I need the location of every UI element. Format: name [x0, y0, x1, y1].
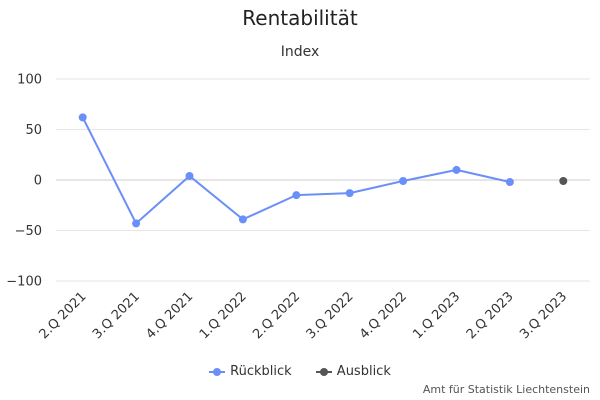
legend-item-rueckblick[interactable]: Rückblick: [209, 364, 292, 379]
legend-label-ausblick: Ausblick: [336, 364, 391, 379]
y-tick-label: 100: [17, 73, 42, 88]
data-point[interactable]: [345, 189, 354, 198]
data-point[interactable]: [185, 171, 194, 180]
series-rueckblick: [78, 113, 514, 228]
data-point[interactable]: [399, 177, 408, 186]
series-ausblick: [559, 177, 568, 186]
series-layer: [78, 113, 568, 228]
x-tick-label: 4.Q 2022: [357, 289, 410, 342]
series-line: [81, 116, 511, 225]
x-tick-label: 3.Q 2022: [304, 289, 357, 342]
chart-subtitle: Index: [280, 44, 320, 60]
legend: Rückblick Ausblick: [0, 364, 600, 382]
data-point[interactable]: [452, 165, 461, 174]
x-tick-label: 2.Q 2022: [250, 289, 303, 342]
legend-swatch-rueckblick: [209, 366, 226, 378]
y-tick-label: −50: [15, 224, 42, 239]
data-point[interactable]: [559, 177, 568, 186]
x-tick-label: 2.Q 2023: [464, 289, 517, 342]
x-tick-label: 1.Q 2023: [410, 289, 463, 342]
data-point[interactable]: [505, 178, 514, 187]
y-axis-tick-labels: 100 50 0 −50 −100: [6, 73, 42, 290]
x-axis-tick-labels: 2.Q 2021 3.Q 2021 4.Q 2021 1.Q 2022 2.Q 2022…: [37, 289, 571, 342]
x-tick-label: 1.Q 2022: [197, 289, 250, 342]
y-tick-label: 50: [25, 123, 42, 138]
x-tick-label: 3.Q 2021: [90, 289, 143, 342]
credits[interactable]: Amt für Statistik Liechtenstein: [422, 383, 590, 396]
data-point[interactable]: [238, 215, 247, 224]
legend-item-ausblick[interactable]: Ausblick: [315, 364, 391, 379]
data-point[interactable]: [78, 113, 87, 122]
x-tick-label: 3.Q 2023: [517, 289, 570, 342]
data-point[interactable]: [132, 219, 141, 228]
legend-label-rueckblick: Rückblick: [230, 364, 292, 379]
y-tick-label: 0: [34, 174, 42, 189]
chart-title: Rentabilität: [242, 6, 358, 30]
y-tick-label: −100: [6, 275, 42, 290]
data-point[interactable]: [292, 191, 301, 200]
x-tick-label: 2.Q 2021: [37, 289, 90, 342]
legend-swatch-ausblick: [315, 366, 332, 378]
x-tick-label: 4.Q 2021: [143, 289, 196, 342]
grid-lines: [56, 78, 590, 282]
